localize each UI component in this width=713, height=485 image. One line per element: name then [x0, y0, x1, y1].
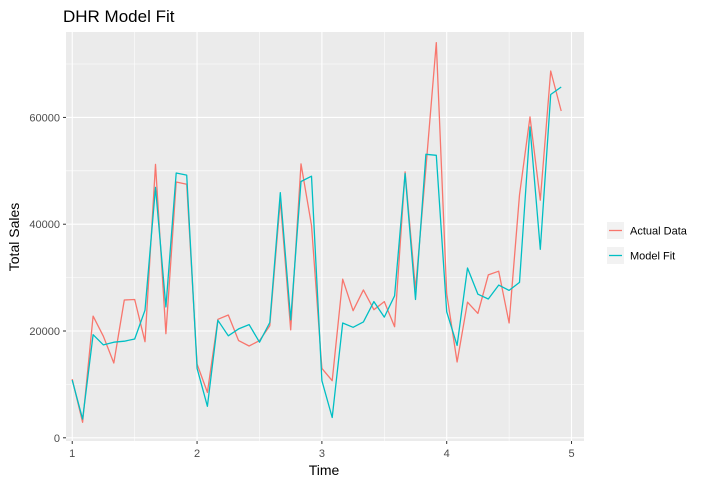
x-tick-label: 3 [319, 448, 325, 460]
plot-panel [66, 32, 584, 441]
x-tick-label: 4 [444, 448, 450, 460]
x-tick-label: 2 [194, 448, 200, 460]
x-axis: 1 2 3 4 5 [69, 441, 575, 460]
series-line-model-fit [71, 86, 562, 420]
y-tick-label: 20000 [29, 326, 60, 338]
y-tick-label: 60000 [29, 112, 60, 124]
minor-gridlines [66, 32, 584, 441]
x-tick-label: 1 [69, 448, 75, 460]
series-lines [71, 42, 562, 423]
chart-title: DHR Model Fit [63, 7, 175, 26]
y-axis: 0 20000 40000 60000 [29, 112, 66, 445]
series-line-actual-data [71, 42, 562, 423]
legend-label-actual-data: Actual Data [630, 226, 688, 238]
x-tick-label: 5 [568, 448, 574, 460]
y-tick-label: 40000 [29, 219, 60, 231]
y-tick-label: 0 [54, 433, 60, 445]
legend: Actual Data Model Fit [607, 222, 688, 264]
y-axis-title: Total Sales [6, 203, 22, 271]
legend-label-model-fit: Model Fit [630, 251, 675, 263]
x-axis-title: Time [309, 462, 340, 478]
